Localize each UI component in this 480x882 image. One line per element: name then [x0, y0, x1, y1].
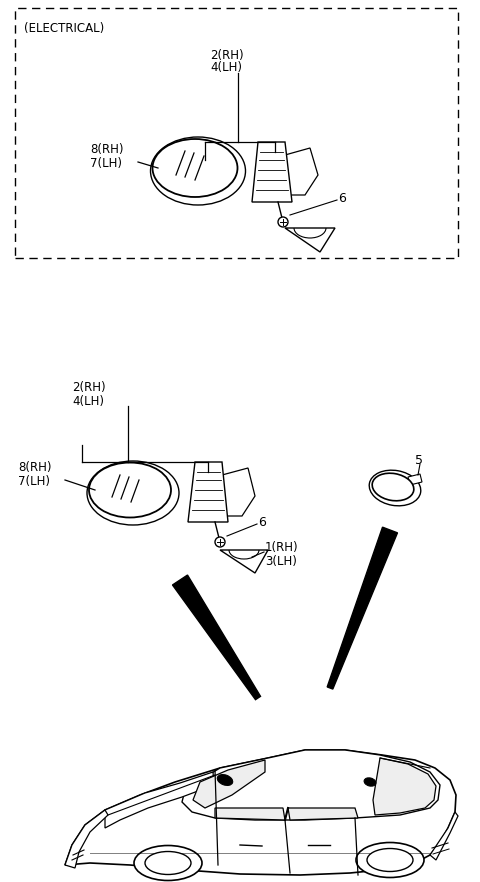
Polygon shape: [65, 750, 456, 875]
Ellipse shape: [364, 778, 376, 786]
Ellipse shape: [356, 842, 424, 878]
Polygon shape: [172, 575, 261, 699]
Polygon shape: [327, 527, 397, 689]
Polygon shape: [65, 810, 108, 868]
Polygon shape: [188, 462, 228, 522]
Circle shape: [215, 537, 225, 547]
Polygon shape: [182, 750, 440, 820]
Text: 8(RH): 8(RH): [18, 461, 51, 475]
Polygon shape: [222, 468, 255, 516]
Polygon shape: [408, 474, 422, 485]
Text: 6: 6: [258, 515, 266, 528]
Text: (ELECTRICAL): (ELECTRICAL): [24, 22, 104, 35]
Text: 7(LH): 7(LH): [18, 475, 50, 489]
Polygon shape: [430, 812, 458, 860]
Text: 4(LH): 4(LH): [210, 62, 242, 74]
Ellipse shape: [151, 137, 245, 205]
Text: 5: 5: [415, 453, 423, 467]
Ellipse shape: [369, 470, 421, 505]
Polygon shape: [288, 808, 358, 820]
Polygon shape: [285, 148, 318, 195]
Circle shape: [278, 217, 288, 227]
Polygon shape: [373, 758, 436, 815]
Polygon shape: [105, 772, 214, 828]
Text: 7(LH): 7(LH): [90, 158, 122, 170]
Text: 4(LH): 4(LH): [72, 394, 104, 407]
Bar: [15, 8, 458, 258]
Polygon shape: [252, 142, 292, 202]
Ellipse shape: [145, 851, 191, 874]
Text: 8(RH): 8(RH): [90, 144, 123, 156]
Text: 1(RH): 1(RH): [265, 542, 299, 555]
Polygon shape: [215, 808, 285, 820]
Ellipse shape: [87, 461, 179, 525]
Ellipse shape: [89, 462, 171, 518]
Polygon shape: [220, 550, 268, 573]
Text: 2(RH): 2(RH): [72, 382, 106, 394]
Polygon shape: [193, 760, 265, 808]
Ellipse shape: [153, 139, 238, 197]
Ellipse shape: [134, 846, 202, 880]
Ellipse shape: [367, 848, 413, 871]
Ellipse shape: [217, 774, 233, 786]
Text: 3(LH): 3(LH): [265, 555, 297, 567]
Polygon shape: [285, 228, 335, 252]
Text: 2(RH): 2(RH): [210, 49, 244, 62]
Ellipse shape: [372, 474, 414, 501]
Text: 6: 6: [338, 191, 346, 205]
